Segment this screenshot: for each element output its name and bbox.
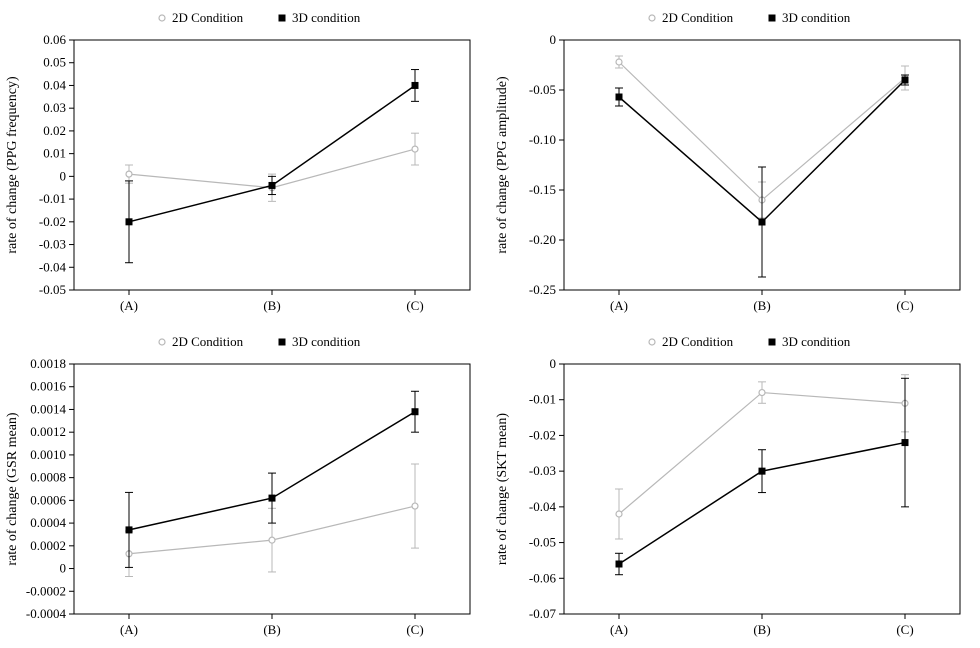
x-tick-label: (A)	[610, 298, 628, 313]
series-3d	[615, 75, 909, 277]
y-tick-label: 0.0008	[30, 470, 66, 485]
legend-2d-label: 2D Condition	[172, 334, 244, 349]
y-tick-label: 0.0002	[30, 538, 66, 553]
y-tick-label: -0.02	[529, 427, 556, 442]
y-tick-label: -0.25	[529, 282, 556, 297]
y-tick-label: -0.04	[39, 259, 67, 274]
y-tick-label: -0.20	[529, 232, 556, 247]
y-tick-label: 0.0016	[30, 379, 66, 394]
x-tick-label: (A)	[120, 298, 138, 313]
y-tick-label: 0.0012	[30, 424, 66, 439]
panel-gsr-mean: 2D Condition 3D condition -0.0004 -0.0002 0 0…	[0, 324, 490, 648]
y-tick-label: -0.0002	[26, 583, 66, 598]
y-tick-label: 0.05	[43, 55, 66, 70]
x-tick-label: (C)	[896, 622, 913, 637]
panel-skt-mean: 2D Condition 3D condition -0.07 -0.06 -0.05 -…	[490, 324, 980, 648]
y-tick-label: -0.15	[529, 182, 556, 197]
y-tick-label: 0.06	[43, 32, 66, 47]
y-tick-label: 0.0010	[30, 447, 66, 462]
x-tick-label: (B)	[263, 298, 280, 313]
x-tick-label: (B)	[263, 622, 280, 637]
y-tick-label: 0	[60, 561, 67, 576]
legend-3d-label: 3D condition	[782, 334, 851, 349]
legend-2d-label: 2D Condition	[662, 10, 734, 25]
x-tick-label: (A)	[120, 622, 138, 637]
y-tick-label: -0.05	[39, 282, 66, 297]
legend-3d-label: 3D condition	[782, 10, 851, 25]
legend-2d-label: 2D Condition	[172, 10, 244, 25]
x-tick-label: (B)	[753, 622, 770, 637]
y-tick-label: -0.04	[529, 499, 557, 514]
y-tick-label: -0.05	[529, 535, 556, 550]
series-3d	[615, 378, 909, 574]
y-tick-label: -0.06	[529, 570, 557, 585]
x-tick-label: (A)	[610, 622, 628, 637]
legend: 2D Condition 3D condition	[159, 10, 361, 25]
y-tick-label: 0	[550, 356, 557, 371]
y-tick-label: 0.0014	[30, 401, 66, 416]
y-tick-label: 0.01	[43, 146, 66, 161]
y-tick-label: -0.03	[529, 463, 556, 478]
panel-ppg-amplitude: 2D Condition 3D condition -0.25 -0.20 -0.15 -…	[490, 0, 980, 324]
y-tick-label: -0.02	[39, 214, 66, 229]
y-tick-label: -0.0004	[26, 606, 67, 621]
panel-ppg-frequency: 2D Condition 3D condition -0.05 -0.04 -0.03 -…	[0, 0, 490, 324]
y-tick-label: -0.01	[529, 392, 556, 407]
legend: 2D Condition 3D condition	[649, 10, 851, 25]
chart-grid: 2D Condition 3D condition -0.05 -0.04 -0.03 -…	[0, 0, 980, 648]
y-axis-label: rate of change (PPG amplitude)	[495, 76, 510, 254]
y-tick-label: -0.05	[529, 82, 556, 97]
x-tick-label: (C)	[406, 622, 423, 637]
y-tick-label: -0.03	[39, 237, 66, 252]
y-tick-label: 0.03	[43, 100, 66, 115]
x-tick-label: (C)	[896, 298, 913, 313]
legend-3d-label: 3D condition	[292, 10, 361, 25]
x-tick-label: (C)	[406, 298, 423, 313]
legend: 2D Condition 3D condition	[649, 334, 851, 349]
y-tick-label: 0.04	[43, 77, 66, 92]
y-tick-label: 0	[60, 168, 67, 183]
y-tick-label: -0.07	[529, 606, 557, 621]
y-tick-label: -0.01	[39, 191, 66, 206]
legend-2d-label: 2D Condition	[662, 334, 734, 349]
legend: 2D Condition 3D condition	[159, 334, 361, 349]
y-tick-label: 0.0006	[30, 492, 66, 507]
y-tick-label: -0.10	[529, 132, 556, 147]
legend-3d-label: 3D condition	[292, 334, 361, 349]
y-axis-label: rate of change (PPG frequency)	[5, 76, 20, 254]
y-tick-label: 0.0018	[30, 356, 66, 371]
x-tick-label: (B)	[753, 298, 770, 313]
plot-area	[74, 40, 470, 290]
y-axis-label: rate of change (GSR mean)	[5, 412, 20, 565]
y-axis-label: rate of change (SKT mean)	[495, 413, 510, 565]
series-3d	[125, 70, 419, 263]
y-tick-label: 0.0004	[30, 515, 66, 530]
y-tick-label: 0.02	[43, 123, 66, 138]
y-tick-label: 0	[550, 32, 557, 47]
